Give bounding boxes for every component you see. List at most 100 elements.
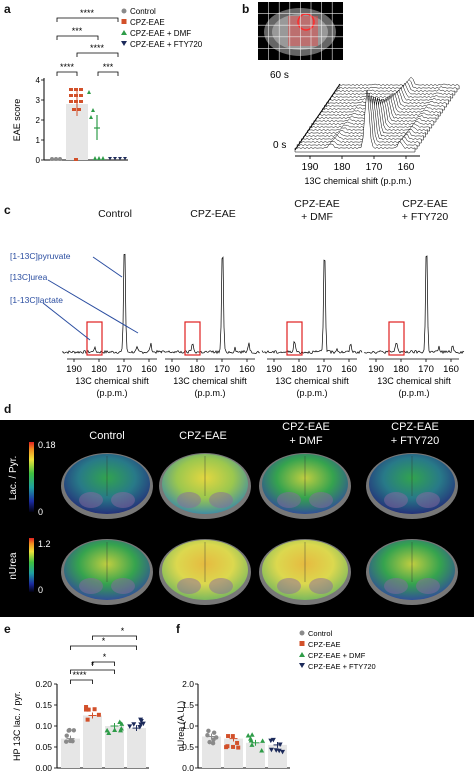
sig-a-0: **** bbox=[80, 8, 95, 18]
chartF-point bbox=[280, 749, 286, 755]
a-points-cpz bbox=[69, 88, 83, 161]
a-points-fty bbox=[108, 157, 127, 160]
c-xlabel1-3: 13C chemical shift bbox=[377, 376, 451, 386]
d-col-1-line0: CPZ-EAE bbox=[179, 430, 227, 442]
chartE-ytick-1: 0.05 bbox=[35, 742, 52, 752]
chartE-point bbox=[64, 739, 69, 744]
voxel-highlight bbox=[297, 13, 315, 31]
c-xtick-0-2: 170 bbox=[116, 364, 132, 375]
sig-a-4: *** bbox=[103, 62, 114, 72]
waterfall-trace bbox=[296, 93, 418, 150]
c-xlabel2-1: (p.p.m.) bbox=[194, 388, 225, 398]
chartF-point bbox=[235, 740, 240, 745]
chartF-point bbox=[259, 748, 265, 753]
d-col-control: Control bbox=[72, 430, 142, 442]
chartF-point bbox=[231, 744, 236, 749]
lactate-box-2 bbox=[286, 321, 303, 356]
d-col-3-line1: + FTY720 bbox=[390, 435, 440, 447]
panel-d-maps: 0.18 0 1.2 0 Lac. / Pyr. nUrea bbox=[0, 420, 474, 617]
waterfall-time-axis bbox=[294, 83, 341, 151]
chartF-point bbox=[230, 734, 235, 739]
chartE-point bbox=[67, 727, 72, 733]
c-xtick-3-0: 190 bbox=[368, 364, 384, 375]
chartE-point bbox=[112, 727, 118, 733]
waterfall-trace bbox=[336, 79, 458, 93]
c-xtick-3-2: 170 bbox=[418, 364, 434, 375]
chartE-point bbox=[71, 728, 77, 733]
panel-label-c: c bbox=[4, 203, 11, 217]
legend-ef: Control CPZ-EAE CPZ-EAE + DMF CPZ-EAE + … bbox=[299, 629, 376, 671]
brain-map-r1-c1 bbox=[159, 539, 251, 605]
legend-ef-0: Control bbox=[308, 629, 333, 638]
chartF-point bbox=[276, 748, 282, 754]
chartE-ytick-4: 0.20 bbox=[35, 679, 52, 689]
c-xlabel1-0: 13C chemical shift bbox=[75, 376, 149, 386]
c-xtick-0-3: 160 bbox=[141, 364, 157, 375]
d-col-3-line0: CPZ-EAE bbox=[391, 421, 439, 433]
lactate-box-3 bbox=[388, 321, 405, 356]
chartF-point bbox=[236, 745, 241, 750]
chartE-point bbox=[106, 730, 112, 735]
waterfall-trace bbox=[294, 89, 416, 153]
c-xlabel2-0: (p.p.m.) bbox=[96, 388, 127, 398]
a-points-control bbox=[50, 157, 62, 161]
c-col-dmf: CPZ-EAE + DMF bbox=[282, 198, 352, 224]
panel-label-f: f bbox=[176, 622, 180, 636]
e-sig-2: * bbox=[91, 660, 95, 670]
brain-map-r0-c2 bbox=[259, 453, 351, 519]
d-col-0-line0: Control bbox=[89, 430, 125, 442]
b-xtick-0: 190 bbox=[302, 162, 319, 173]
cbar2-max: 1.2 bbox=[38, 539, 51, 549]
chartE-point bbox=[70, 738, 75, 744]
a-ylabel: EAE score bbox=[12, 99, 22, 142]
c-xtick-0-1: 180 bbox=[91, 364, 107, 375]
c-xtick-1-2: 170 bbox=[214, 364, 230, 375]
label-urea: [13C]urea bbox=[10, 272, 48, 282]
chartE-bar-3 bbox=[127, 728, 146, 768]
c-col-control: Control bbox=[80, 208, 150, 220]
chartE-ytick-3: 0.15 bbox=[35, 700, 52, 710]
chartF-point bbox=[249, 732, 255, 737]
d-col-cpz: CPZ-EAE bbox=[168, 430, 238, 442]
sig-a-2: **** bbox=[90, 43, 105, 53]
a-ytick-1: 1 bbox=[36, 136, 41, 145]
a-ytick-0: 0 bbox=[36, 156, 41, 165]
chartE-bar-2 bbox=[105, 726, 124, 768]
legend-marker-fty bbox=[121, 41, 127, 46]
b-time-top: 60 s bbox=[270, 70, 289, 81]
c-col-3-line0: CPZ-EAE bbox=[402, 198, 448, 210]
b-xtick-1: 180 bbox=[334, 162, 351, 173]
sig-a-3: **** bbox=[60, 62, 75, 72]
c-col-1-line0: CPZ-EAE bbox=[190, 208, 236, 220]
spectrum-1 bbox=[159, 256, 260, 355]
chartF-point bbox=[260, 738, 266, 743]
pointer-pyruvate bbox=[92, 256, 123, 278]
legend-marker-dmf bbox=[121, 30, 127, 35]
chartF-point bbox=[268, 747, 274, 753]
chartE-ytick-2: 0.10 bbox=[35, 721, 52, 731]
colorbar-nurea bbox=[29, 538, 34, 592]
brain-map-r0-c3 bbox=[366, 453, 458, 519]
colorbar-lacpyr bbox=[29, 442, 34, 512]
chartF-point bbox=[206, 728, 211, 734]
row2-label: nUrea bbox=[8, 552, 19, 580]
chartF-ytick-0: 0.0 bbox=[182, 763, 194, 773]
legend-ef-1: CPZ-EAE bbox=[308, 640, 341, 649]
chartE-point bbox=[64, 733, 69, 738]
chartF-point bbox=[214, 735, 219, 740]
chartF-point bbox=[207, 739, 212, 745]
chartE-point bbox=[118, 727, 124, 733]
panel-label-a: a bbox=[4, 2, 11, 16]
e-sig-3: * bbox=[102, 636, 106, 646]
spectrum-3 bbox=[363, 255, 465, 355]
panel-label-e: e bbox=[4, 622, 11, 636]
c-col-fty: CPZ-EAE + FTY720 bbox=[385, 198, 465, 224]
c-col-cpz: CPZ-EAE bbox=[178, 208, 248, 220]
legend-ef-3: CPZ-EAE + FTY720 bbox=[308, 662, 376, 671]
a-bar-cpz bbox=[66, 104, 88, 160]
c-xlabel1-2: 13C chemical shift bbox=[275, 376, 349, 386]
c-xtick-0-0: 190 bbox=[66, 364, 82, 375]
d-col-2-line1: + DMF bbox=[289, 435, 323, 447]
